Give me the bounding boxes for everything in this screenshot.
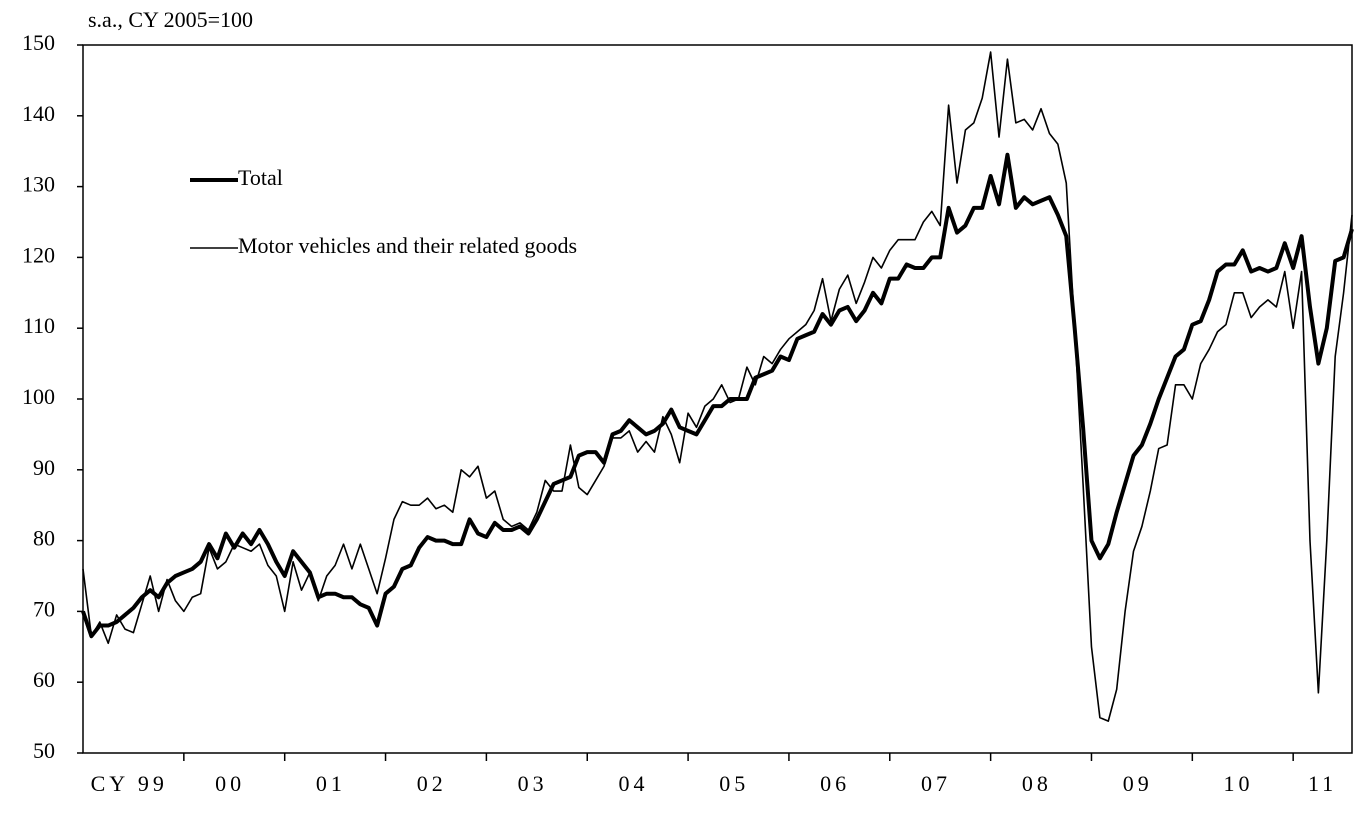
y-tick-label: 100 (22, 384, 55, 409)
plot-frame (82, 44, 1353, 754)
series-line (82, 51, 1353, 722)
y-tick-label: 150 (22, 30, 55, 55)
x-tick-label: 09 (1123, 771, 1153, 796)
x-tick-label: 02 (417, 771, 447, 796)
legend-label: Motor vehicles and their related goods (238, 233, 577, 258)
y-tick-label: 110 (23, 313, 55, 338)
x-tick-label: 05 (719, 771, 749, 796)
x-tick-label: 03 (518, 771, 548, 796)
x-tick-label: CY 99 (91, 771, 168, 796)
y-tick-label: 50 (33, 738, 55, 763)
y-tick-label: 70 (33, 596, 55, 621)
x-tick-label: 00 (215, 771, 245, 796)
y-tick-label: 90 (33, 455, 55, 480)
x-tick-label: 04 (618, 771, 648, 796)
x-tick-label: 11 (1308, 771, 1337, 796)
y-tick-label: 130 (22, 172, 55, 197)
x-tick-label: 01 (316, 771, 346, 796)
x-tick-label: 06 (820, 771, 850, 796)
series-line (81, 152, 1354, 639)
y-tick-label: 60 (33, 667, 55, 692)
y-tick-label: 120 (22, 242, 55, 267)
x-tick-label: 08 (1022, 771, 1052, 796)
y-tick-label: 80 (33, 526, 55, 551)
legend-label: Total (238, 165, 283, 190)
chart-subtitle: s.a., CY 2005=100 (88, 7, 253, 32)
x-tick-label: 10 (1224, 771, 1254, 796)
x-tick-label: 07 (921, 771, 951, 796)
y-tick-label: 140 (22, 101, 55, 126)
